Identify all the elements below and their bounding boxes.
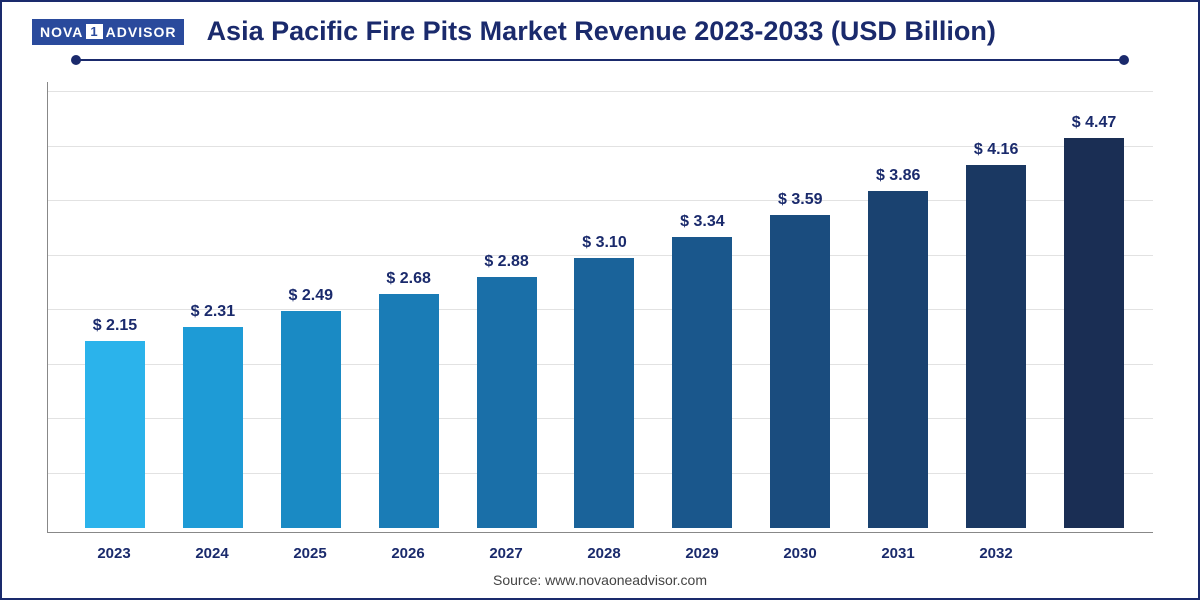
x-axis-label: 2027 bbox=[457, 545, 555, 562]
x-axis-label: 2029 bbox=[653, 545, 751, 562]
bar bbox=[1064, 138, 1124, 528]
bar bbox=[868, 191, 928, 528]
x-axis-label: 2030 bbox=[751, 545, 849, 562]
bar-value-label: $ 3.34 bbox=[680, 213, 724, 231]
brand-logo: NOVA 1 ADVISOR bbox=[32, 19, 184, 45]
x-axis-label: 2023 bbox=[65, 545, 163, 562]
plot-area: $ 2.15 $ 2.31 $ 2.49 $ 2.68 $ 2.88 $ 3.10 $ 3.… bbox=[66, 92, 1143, 528]
logo-text-left: NOVA bbox=[40, 24, 83, 40]
x-axis-label: 2031 bbox=[849, 545, 947, 562]
x-axis-label: 2032 bbox=[947, 545, 1045, 562]
bar-value-label: $ 2.88 bbox=[484, 253, 528, 271]
bar-value-label: $ 3.59 bbox=[778, 191, 822, 209]
x-axis-label: 2026 bbox=[359, 545, 457, 562]
bar-slot: $ 2.31 bbox=[164, 92, 262, 528]
x-axis-label: 2025 bbox=[261, 545, 359, 562]
chart-frame: $ 2.15 $ 2.31 $ 2.49 $ 2.68 $ 2.88 $ 3.10 $ 3.… bbox=[47, 82, 1153, 533]
logo-text-right: ADVISOR bbox=[106, 24, 177, 40]
bar bbox=[672, 237, 732, 528]
x-axis-label bbox=[1045, 545, 1143, 562]
bar bbox=[379, 294, 439, 528]
bar bbox=[966, 165, 1026, 528]
bar bbox=[477, 277, 537, 528]
bar bbox=[770, 215, 830, 528]
bar bbox=[281, 311, 341, 528]
bar-value-label: $ 2.49 bbox=[289, 287, 333, 305]
bar-slot: $ 3.86 bbox=[849, 92, 947, 528]
bar-slot: $ 3.34 bbox=[653, 92, 751, 528]
bars-row: $ 2.15 $ 2.31 $ 2.49 $ 2.68 $ 2.88 $ 3.10 $ 3.… bbox=[66, 92, 1143, 528]
source-text: Source: www.novaoneadvisor.com bbox=[2, 572, 1198, 588]
header-row: NOVA 1 ADVISOR Asia Pacific Fire Pits Ma… bbox=[2, 2, 1198, 53]
bar-slot: $ 3.59 bbox=[751, 92, 849, 528]
logo-box: 1 bbox=[86, 24, 102, 39]
bar-value-label: $ 2.68 bbox=[386, 270, 430, 288]
x-axis-label: 2024 bbox=[163, 545, 261, 562]
x-axis-labels: 2023202420252026202720282029203020312032 bbox=[65, 545, 1143, 562]
chart-container: NOVA 1 ADVISOR Asia Pacific Fire Pits Ma… bbox=[0, 0, 1200, 600]
bar bbox=[574, 258, 634, 528]
bar-value-label: $ 3.10 bbox=[582, 234, 626, 252]
bar-slot: $ 3.10 bbox=[556, 92, 654, 528]
chart-title: Asia Pacific Fire Pits Market Revenue 20… bbox=[184, 16, 1168, 47]
bar-slot: $ 2.88 bbox=[458, 92, 556, 528]
bar-slot: $ 2.15 bbox=[66, 92, 164, 528]
bar-value-label: $ 4.47 bbox=[1072, 114, 1116, 132]
bar-value-label: $ 4.16 bbox=[974, 141, 1018, 159]
bar-slot: $ 2.49 bbox=[262, 92, 360, 528]
bar-slot: $ 4.16 bbox=[947, 92, 1045, 528]
title-divider bbox=[72, 59, 1128, 61]
bar-slot: $ 4.47 bbox=[1045, 92, 1143, 528]
title-divider-wrap bbox=[2, 53, 1198, 61]
bar bbox=[85, 341, 145, 528]
bar bbox=[183, 327, 243, 528]
bar-value-label: $ 2.15 bbox=[93, 317, 137, 335]
bar-slot: $ 2.68 bbox=[360, 92, 458, 528]
bar-value-label: $ 3.86 bbox=[876, 167, 920, 185]
bar-value-label: $ 2.31 bbox=[191, 303, 235, 321]
x-axis-label: 2028 bbox=[555, 545, 653, 562]
